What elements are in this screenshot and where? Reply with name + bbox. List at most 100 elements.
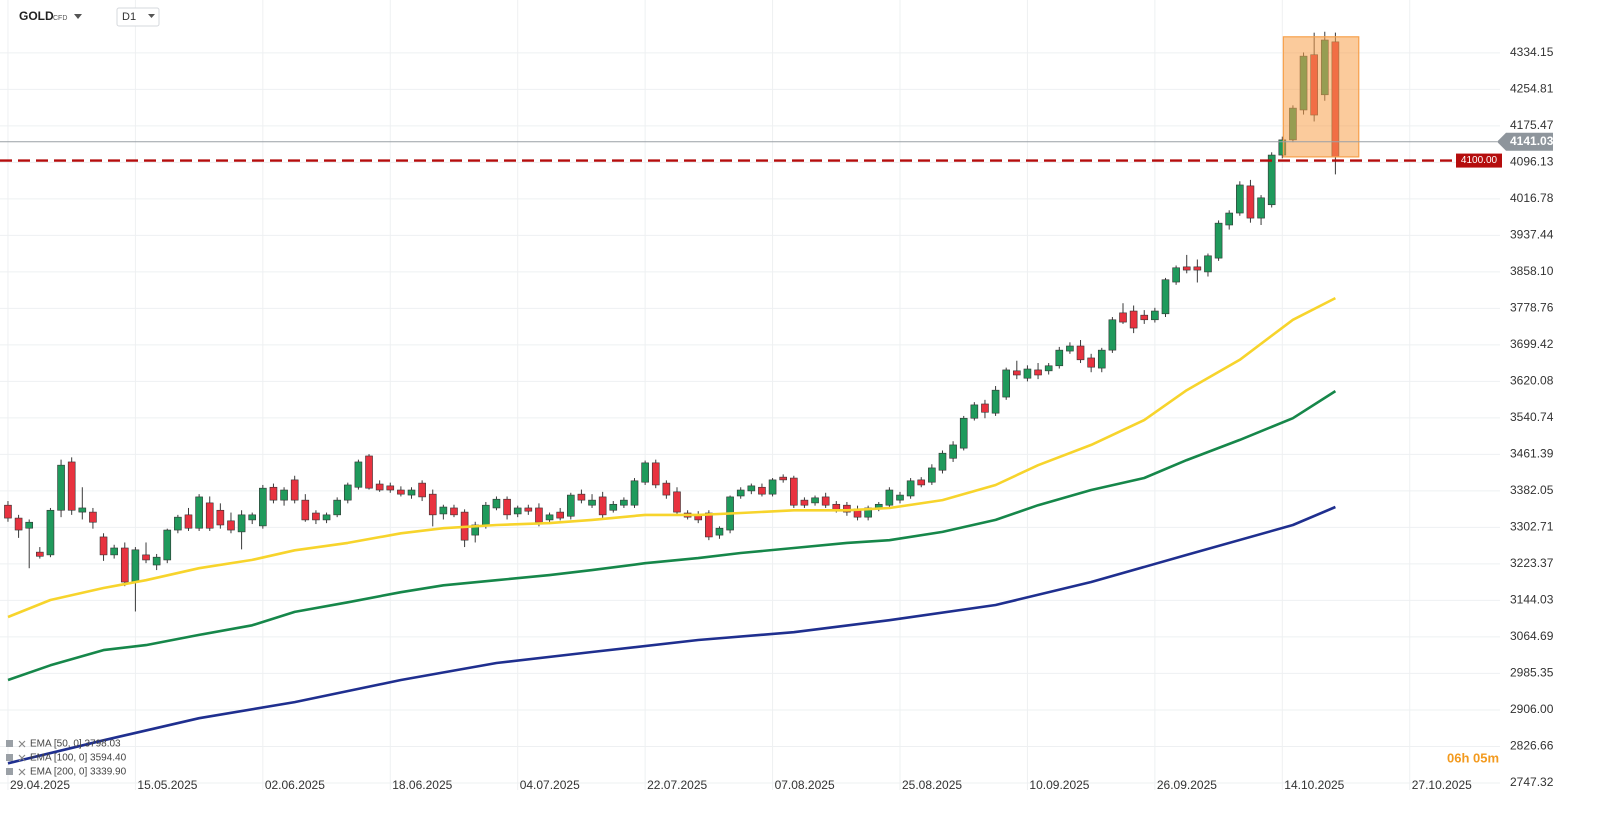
x-tick-label: 27.10.2025	[1412, 778, 1472, 792]
candle-body	[705, 512, 713, 538]
y-tick-label: 3540.74	[1510, 410, 1554, 424]
candle-body	[227, 520, 235, 531]
highlight-box	[1282, 36, 1360, 158]
candle-body	[736, 489, 745, 497]
legend-entry: EMA [100, 0] 3594.40	[30, 753, 127, 764]
ema-line	[7, 505, 1336, 765]
candle-body	[386, 485, 395, 491]
dropdown-arrow[interactable]	[74, 14, 82, 19]
candle-body	[4, 504, 12, 519]
candle-body	[418, 482, 426, 498]
candle-body	[120, 547, 129, 583]
x-tick-label: 14.10.2025	[1284, 778, 1344, 792]
legend-icon	[6, 740, 13, 747]
axis: 4334.15 4254.81 4175.47 4096.13 4016.78 3937.…	[10, 45, 1554, 792]
candle-body	[821, 496, 830, 506]
candle-body	[78, 507, 87, 513]
candle-body	[885, 489, 894, 506]
candle-body	[237, 514, 246, 533]
legend-icon	[6, 754, 13, 761]
candle-body	[588, 499, 596, 506]
y-tick-label: 3223.37	[1510, 556, 1554, 570]
legend-entry: EMA [50, 0] 3798.03	[30, 739, 121, 750]
legend-close	[18, 754, 26, 762]
candle-body	[800, 499, 809, 506]
price-label: 4141.03	[1510, 134, 1554, 148]
candle-body	[397, 489, 405, 495]
x-tick-label: 26.09.2025	[1157, 778, 1217, 792]
candle-body	[630, 480, 639, 506]
candle-body	[1066, 345, 1074, 352]
candle-body	[545, 514, 554, 521]
candle-body	[1108, 319, 1117, 351]
candle-body	[259, 487, 267, 527]
x-tick-label: 22.07.2025	[647, 778, 707, 792]
countdown: 06h 05m	[1447, 750, 1499, 765]
candle-body	[142, 554, 150, 561]
candle-body	[651, 462, 660, 486]
candle-body	[598, 496, 607, 516]
candle-body	[301, 499, 310, 521]
y-tick-label: 4175.47	[1510, 118, 1554, 132]
candle-body	[938, 452, 947, 471]
candle-body	[174, 516, 182, 531]
candle-body	[949, 444, 957, 459]
candle-body	[365, 455, 373, 489]
candle-body	[110, 547, 118, 556]
candle-body	[970, 404, 979, 419]
candle-body	[375, 483, 384, 491]
price-label-box	[1456, 153, 1502, 168]
candle-body	[1044, 365, 1053, 372]
candle-body	[163, 529, 172, 561]
candle-body	[779, 476, 787, 481]
candle-body	[1119, 312, 1127, 323]
y-tick-label: 4334.15	[1510, 45, 1554, 59]
y-tick-label: 3778.76	[1510, 301, 1554, 315]
y-tick-label: 3064.69	[1510, 629, 1554, 643]
candle-body	[1013, 370, 1021, 376]
candle-body	[513, 507, 522, 515]
candle-body	[152, 556, 161, 566]
candle-body	[14, 517, 23, 531]
candle-body	[758, 486, 766, 495]
candle-body	[959, 417, 968, 449]
candle-body	[1204, 255, 1212, 273]
candle-body	[991, 389, 1000, 414]
y-tick-label: 3302.71	[1510, 520, 1554, 534]
candle-body	[609, 503, 618, 511]
y-tick-label: 3858.10	[1510, 264, 1554, 278]
candle-body	[1129, 310, 1138, 329]
candle-body	[471, 524, 480, 536]
x-tick-label: 10.09.2025	[1029, 778, 1089, 792]
candle-body	[843, 504, 851, 513]
candle-body	[928, 467, 936, 483]
candle-body	[503, 498, 511, 516]
candle-body	[439, 506, 448, 515]
candle-body	[354, 461, 363, 488]
y-tick-label: 4016.78	[1510, 191, 1554, 205]
x-tick-label: 29.04.2025	[10, 778, 70, 792]
candle-body	[184, 514, 193, 529]
candle-body	[46, 509, 55, 556]
y-tick-label: 2747.32	[1510, 775, 1554, 789]
x-tick-label: 18.06.2025	[392, 778, 452, 792]
instrument-type: CFD	[53, 15, 67, 22]
candle-body	[290, 479, 299, 501]
ema-line	[7, 296, 1336, 619]
candle-body	[333, 499, 341, 516]
candle-body	[36, 551, 44, 557]
candle-body	[428, 493, 437, 516]
candle-body	[269, 486, 278, 501]
candle-body	[1182, 266, 1191, 271]
price-label-box	[1497, 132, 1553, 151]
y-tick-label: 3699.42	[1510, 337, 1554, 351]
ema-line	[7, 390, 1337, 682]
candle-body	[768, 479, 777, 495]
candle-body	[1172, 267, 1180, 283]
dropdown-arrow[interactable]	[148, 14, 155, 18]
candle-body	[89, 511, 97, 523]
candle-body	[1151, 310, 1159, 321]
timeframe-box[interactable]	[116, 7, 160, 27]
